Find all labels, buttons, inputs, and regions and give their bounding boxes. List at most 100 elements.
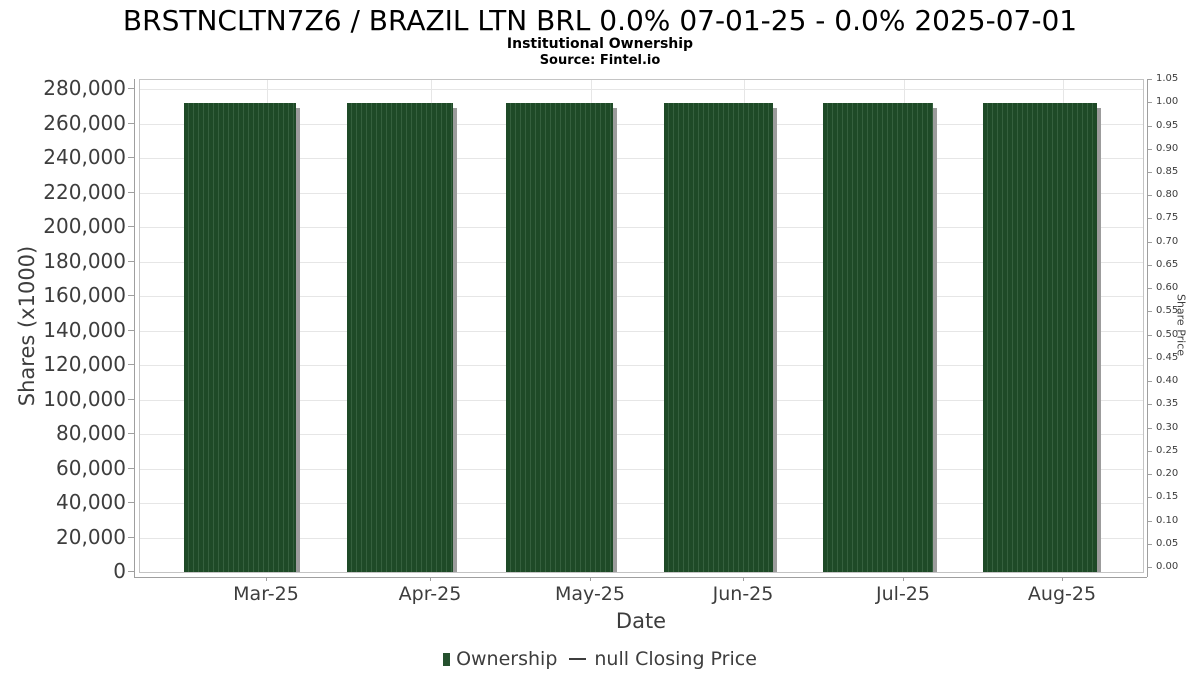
y-tick-label-left: 180,000 <box>43 248 126 273</box>
bar-shadow <box>296 107 300 572</box>
gridline-h <box>140 296 1143 297</box>
gridline-h <box>140 503 1143 504</box>
tick-mark-right <box>1148 148 1152 150</box>
y-tick-label-left: 260,000 <box>43 110 126 135</box>
tick-mark-right <box>1148 543 1152 545</box>
tick-mark-left <box>128 295 134 296</box>
y-tick-label-right: 0.95 <box>1156 119 1179 131</box>
tick-mark-left <box>128 467 134 469</box>
y-tick-label-right: 0.20 <box>1156 468 1179 479</box>
tick-mark-left <box>128 398 134 400</box>
closing-price-line-icon <box>569 658 587 660</box>
gridline-h <box>140 537 1143 539</box>
gridline-h <box>140 434 1143 435</box>
x-tick-label: May-25 <box>555 583 625 605</box>
y-tick-label-right: 0.00 <box>1156 561 1179 572</box>
tick-mark-left <box>128 433 134 434</box>
x-tick-label: Jun-25 <box>712 583 774 605</box>
tick-mark-right <box>1148 334 1152 336</box>
tick-mark-left <box>128 536 134 538</box>
y-tick-label-right: 0.75 <box>1156 212 1179 224</box>
y-tick-label-right: 0.50 <box>1156 328 1179 340</box>
gridline-h <box>140 330 1143 332</box>
gridline-h <box>140 365 1143 366</box>
ownership-swatch-icon <box>443 652 451 666</box>
tick-mark-right <box>1148 264 1152 266</box>
y-tick-label-right: 0.45 <box>1156 351 1179 363</box>
y-tick-label-left: 120,000 <box>43 352 126 376</box>
bar-shadow <box>933 107 937 572</box>
tick-mark-right <box>1148 241 1152 243</box>
y-tick-label-left: 160,000 <box>43 283 126 307</box>
y-axis-left-spine <box>134 79 135 577</box>
y-tick-label-right: 0.90 <box>1156 142 1179 154</box>
tick-mark-right <box>1148 474 1152 475</box>
gridline-h <box>140 123 1143 125</box>
x-axis-title: Date <box>615 609 667 633</box>
tick-mark-right <box>1148 381 1152 383</box>
chart-subtitle: Institutional Ownership <box>506 36 694 52</box>
gridline-h <box>140 261 1143 263</box>
ownership-bar-group <box>823 102 933 572</box>
bar-shadow <box>613 107 617 572</box>
ownership-bar-group <box>347 102 453 572</box>
y-tick-label-left: 200,000 <box>43 214 126 238</box>
y-tick-label-left: 100,000 <box>43 386 126 411</box>
tick-mark-left <box>128 88 134 89</box>
ownership-bar-group <box>664 102 773 572</box>
y-tick-label-left: 280,000 <box>43 76 126 100</box>
y-tick-label-right: 0.40 <box>1156 375 1179 387</box>
tick-mark-right <box>1148 79 1152 80</box>
y-tick-label-left: 240,000 <box>43 145 126 169</box>
gridline-h <box>140 399 1143 401</box>
tick-mark-right <box>1148 427 1152 429</box>
chart-title: BRSTNCLTN7Z6 / BRAZIL LTN BRL 0.0% 07-01… <box>122 4 1078 37</box>
tick-mark-x <box>430 577 431 581</box>
tick-mark-right <box>1148 311 1152 313</box>
tick-mark-right <box>1148 102 1152 104</box>
tick-mark-right <box>1148 172 1152 173</box>
y-tick-label-right: 0.05 <box>1156 537 1179 549</box>
x-axis-spine <box>134 577 1147 578</box>
y-tick-label-left: 80,000 <box>56 421 126 445</box>
tick-mark-left <box>128 571 134 572</box>
y-tick-label-right: 0.60 <box>1156 282 1179 294</box>
tick-mark-left <box>128 364 134 365</box>
tick-mark-right <box>1148 125 1152 127</box>
chart-source: Source: Fintel.io <box>539 53 661 68</box>
tick-mark-left <box>128 122 134 124</box>
tick-mark-x <box>590 577 591 581</box>
tick-mark-right <box>1148 218 1152 220</box>
legend-price-label: null Closing Price <box>594 648 757 670</box>
y-tick-label-right: 0.55 <box>1156 305 1179 317</box>
x-tick-label: Jul-25 <box>876 583 930 605</box>
bar-shadow <box>1097 107 1101 572</box>
ownership-bar-group <box>506 102 613 572</box>
y-tick-label-right: 0.70 <box>1156 235 1179 247</box>
y-tick-label-right: 0.35 <box>1156 398 1179 410</box>
y-tick-label-left: 40,000 <box>56 490 126 514</box>
x-tick-label: Mar-25 <box>233 583 299 605</box>
x-tick-label: Aug-25 <box>1027 583 1097 605</box>
tick-mark-right <box>1148 357 1152 359</box>
bar-shadow <box>453 107 457 572</box>
tick-mark-right <box>1148 288 1152 290</box>
y-tick-label-right: 0.25 <box>1156 444 1179 456</box>
bar-shadow <box>773 107 777 572</box>
y-tick-label-right: 1.05 <box>1156 73 1179 84</box>
y-tick-label-right: 0.80 <box>1156 189 1179 201</box>
tick-mark-right <box>1148 567 1152 568</box>
tick-mark-right <box>1148 195 1152 197</box>
tick-mark-left <box>128 157 134 158</box>
plot-area <box>139 79 1144 573</box>
y-tick-label-left: 60,000 <box>56 455 126 480</box>
tick-mark-right <box>1148 497 1152 499</box>
tick-mark-left <box>128 226 134 227</box>
y-tick-label-left: 20,000 <box>56 524 126 549</box>
tick-mark-left <box>128 502 134 503</box>
tick-mark-left <box>128 260 134 262</box>
y-tick-label-right: 0.85 <box>1156 166 1179 177</box>
y-tick-label-left: 0 <box>113 559 126 583</box>
legend-ownership-label: Ownership <box>456 648 558 670</box>
